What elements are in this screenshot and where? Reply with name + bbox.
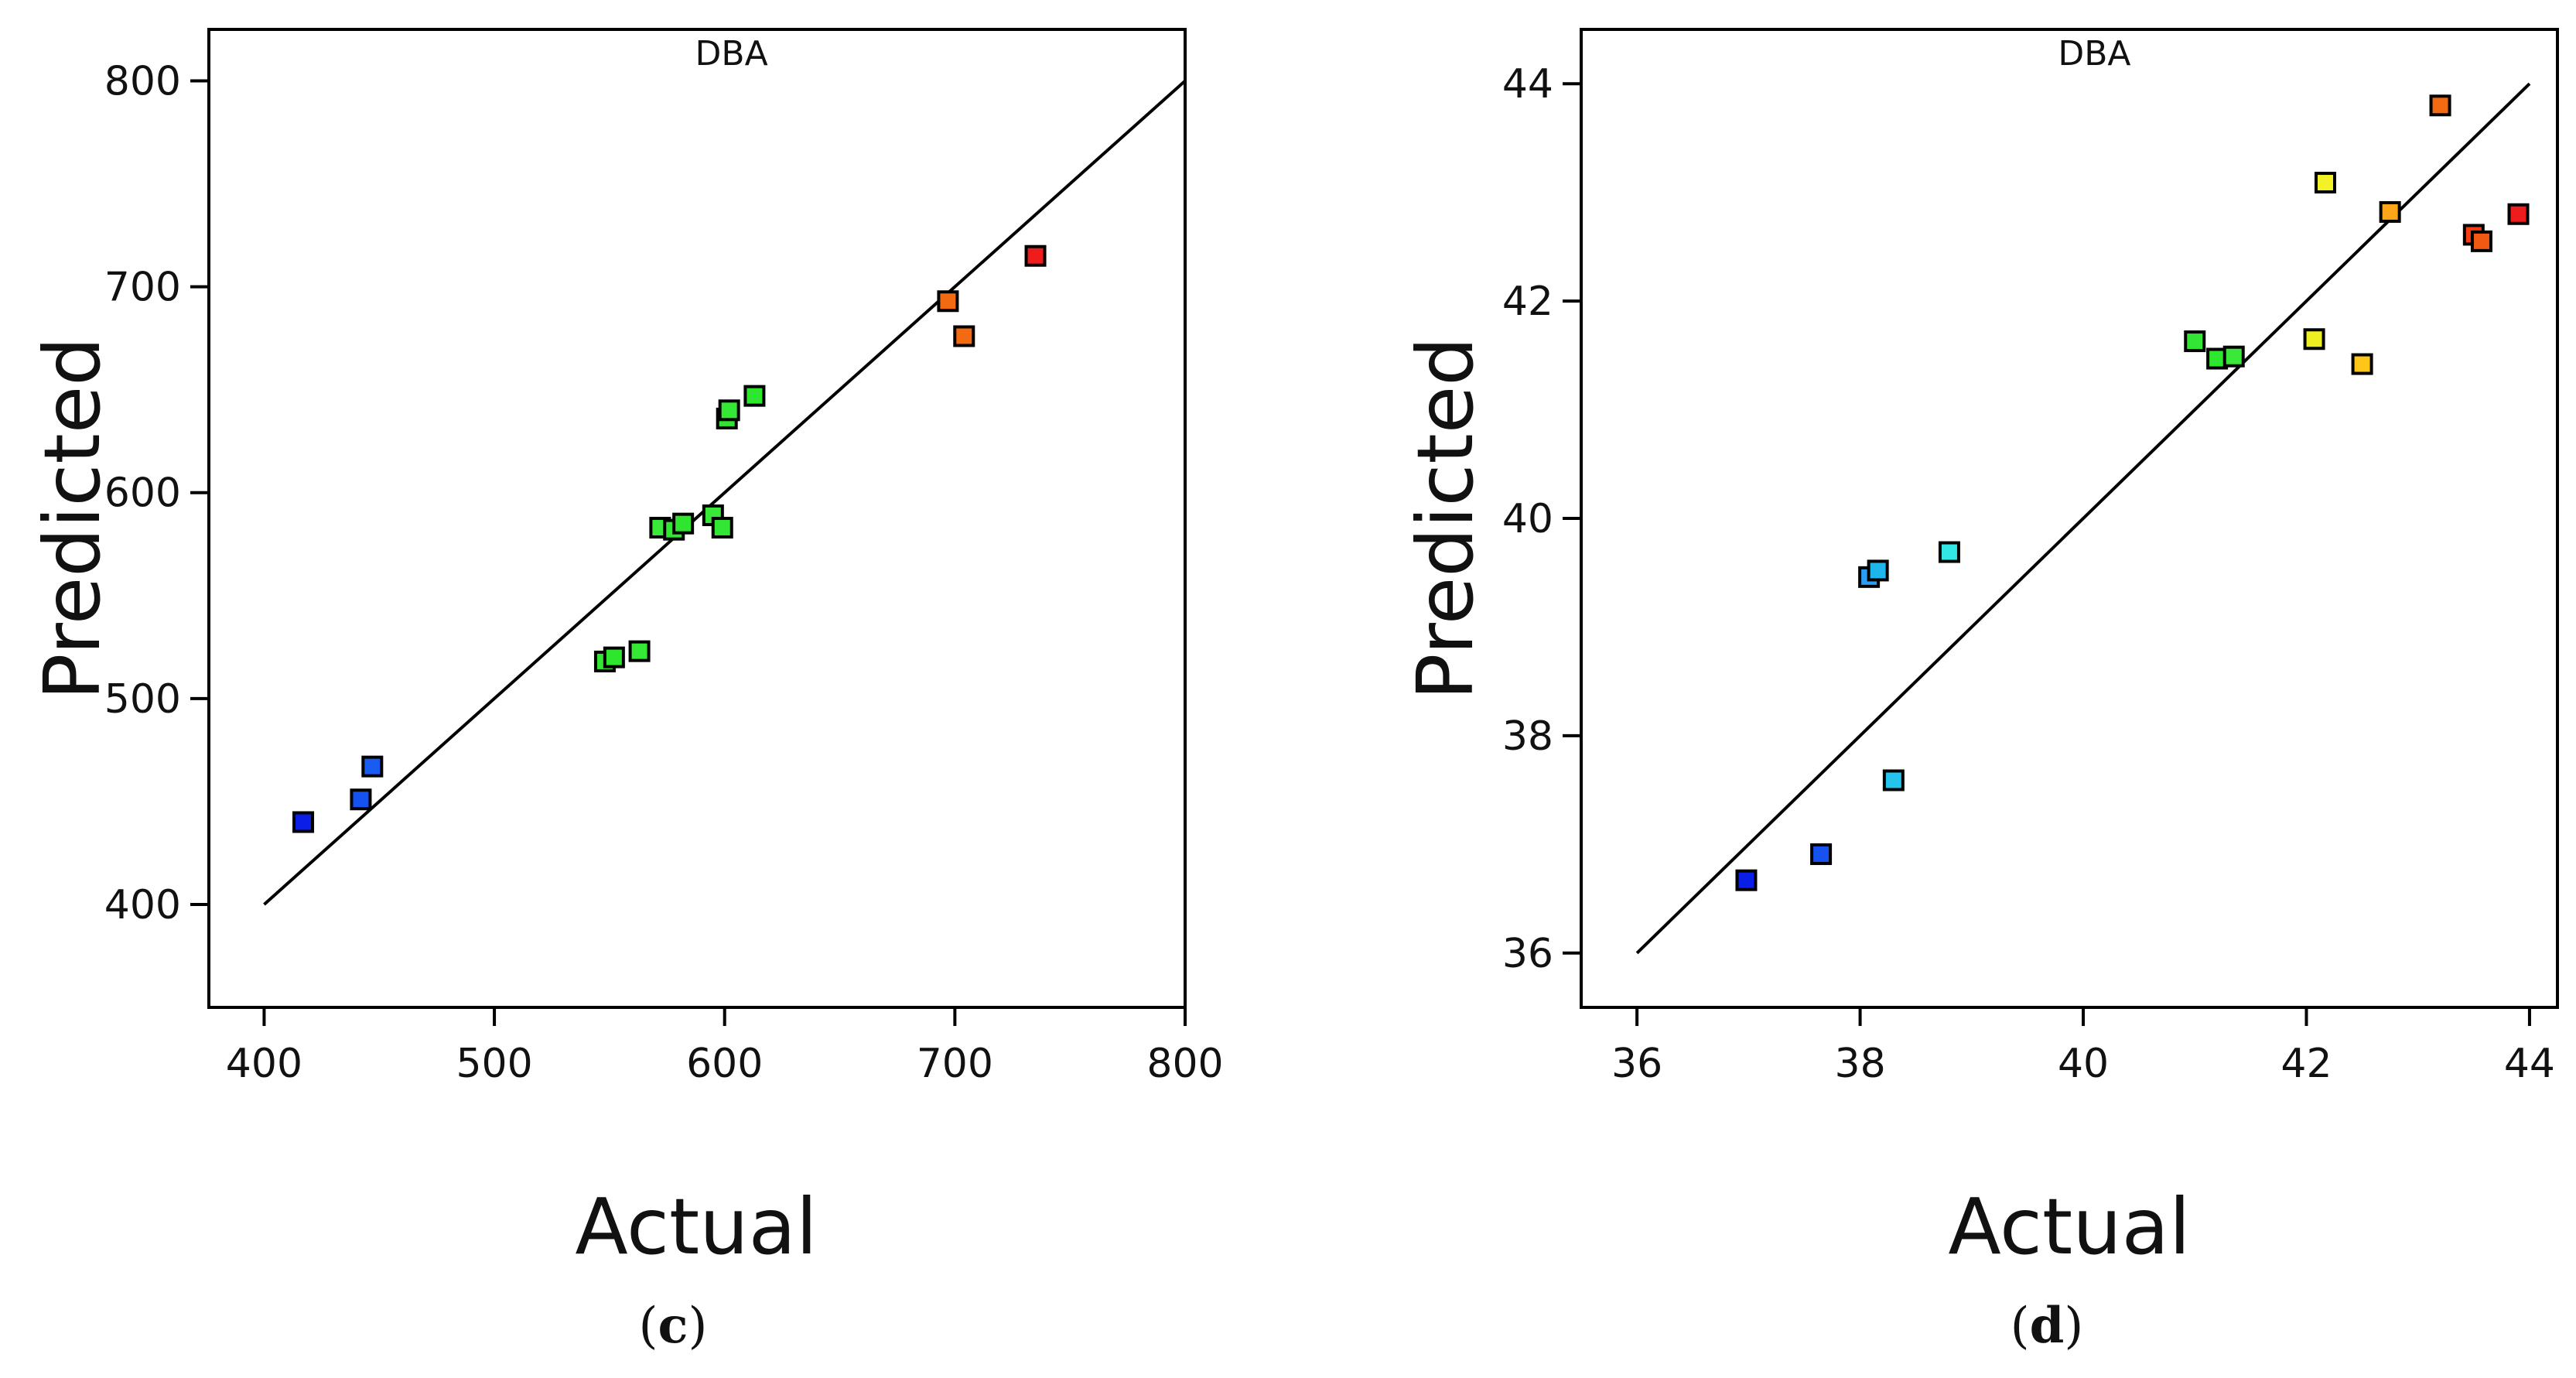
data-point [1882,769,1905,792]
data-point [2315,172,2337,194]
y-tick-label: 400 [104,882,181,928]
data-point [2303,328,2325,350]
data-point [1024,244,1047,267]
y-tick-label: 36 [1502,931,1553,977]
top-glyph-label: DBA [2058,34,2130,74]
data-point [937,290,959,313]
reference-line [263,80,1187,906]
x-tick-labels: 36 38 40 42 44 [1611,1041,2555,1087]
x-tick-label: 42 [2280,1041,2332,1087]
panel-label-d: (d) [2011,1297,2084,1355]
data-point [1810,843,1833,865]
y-tick-labels: 36 38 40 42 44 [1502,61,1553,977]
axis-ticks [190,79,1187,1026]
data-point [743,385,766,407]
x-tick-label: 400 [226,1041,302,1087]
x-tick-labels: 400 500 600 700 800 [226,1041,1224,1087]
y-tick-label: 800 [104,59,181,105]
y-tick-label: 500 [104,676,181,723]
top-glyph-label: DBA [695,34,768,74]
plot-frame [207,28,1187,1009]
axis-ticks [1563,82,2531,1026]
data-point [2470,230,2492,252]
x-tick-label: 600 [686,1041,763,1087]
y-tick-label: 700 [104,265,181,311]
x-axis-title: Actual [575,1181,817,1272]
x-tick-label: 36 [1611,1041,1662,1087]
data-point [672,512,695,535]
y-tick-label: 38 [1502,713,1553,760]
y-tick-label: 40 [1502,496,1553,542]
data-points [292,244,1047,833]
data-point [2351,353,2373,375]
panel-letter: c [658,1297,688,1355]
x-axis-title: Actual [1948,1181,2190,1272]
data-point [361,755,384,778]
y-tick-label: 600 [104,470,181,517]
data-point [603,646,625,668]
chart-panel-d: 36 38 40 42 44 36 38 40 42 44 DBA Predicted Actu… [1400,28,2559,1355]
data-point [350,788,372,811]
x-tick-label: 800 [1146,1041,1223,1087]
panel-letter: d [2030,1297,2065,1355]
data-point [953,325,975,347]
chart-panel-c: 400 500 600 700 800 400 500 600 700 800 DBA Pred… [27,28,1224,1355]
data-point [2379,200,2401,223]
y-tick-labels: 400 500 600 700 800 [104,59,181,928]
y-axis-title: Predicted [27,337,118,699]
data-point [292,811,315,833]
x-tick-label: 44 [2504,1041,2555,1087]
data-point [2184,330,2206,353]
y-tick-label: 44 [1502,61,1553,108]
x-tick-label: 38 [1834,1041,1885,1087]
panel-label-c: (c) [639,1297,708,1355]
data-point [711,516,733,539]
reference-line [1635,82,2531,955]
data-point [2507,203,2530,225]
data-points [1735,94,2530,891]
data-point [1867,559,1889,582]
y-axis-title: Predicted [1400,337,1491,699]
x-tick-label: 40 [2058,1041,2109,1087]
x-tick-label: 700 [917,1041,993,1087]
data-point [628,640,651,662]
data-point [1938,541,1960,563]
data-point [1735,869,1758,891]
x-tick-label: 500 [456,1041,532,1087]
data-point [718,399,740,422]
data-point [2429,94,2451,117]
y-tick-label: 42 [1502,279,1553,325]
data-point [2222,345,2245,368]
